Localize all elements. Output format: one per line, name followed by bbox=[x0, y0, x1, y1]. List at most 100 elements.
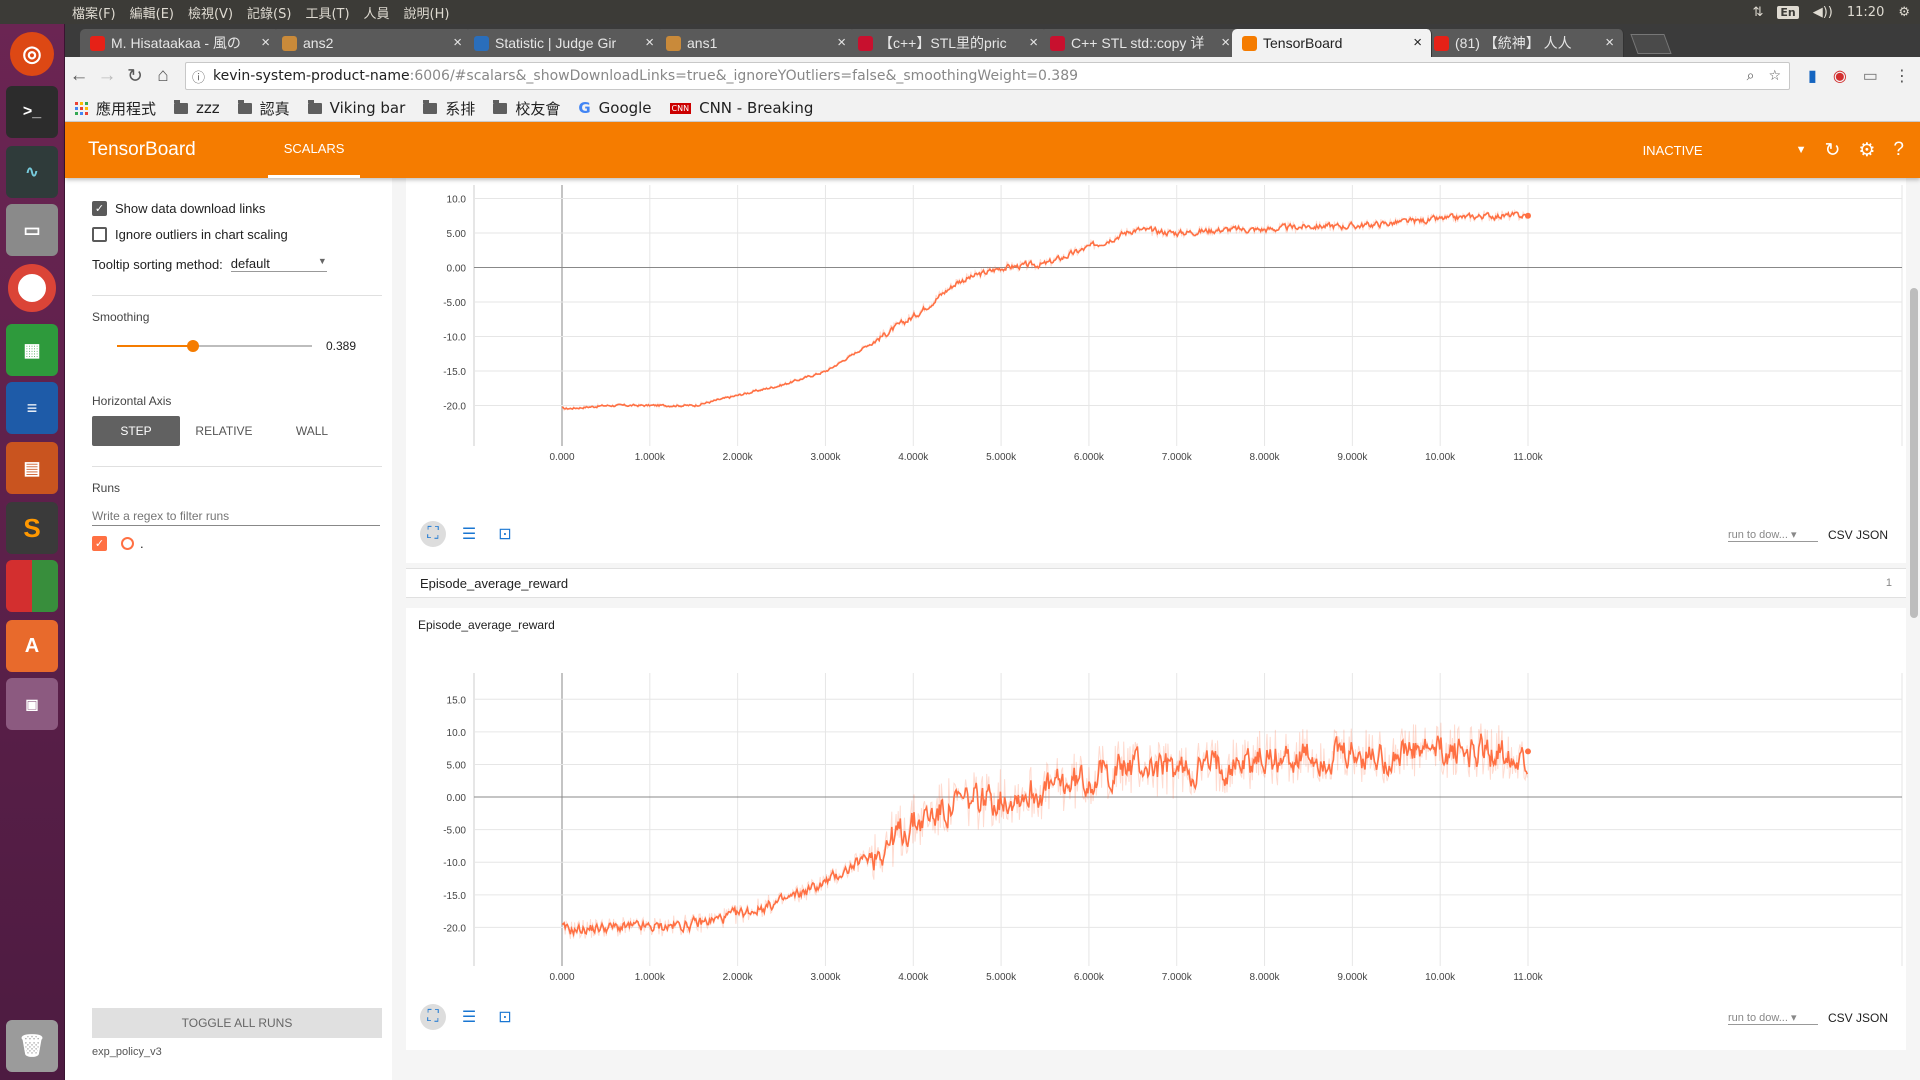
settings-gear-icon[interactable]: ⚙ bbox=[1898, 4, 1910, 20]
bookmark-folder-zzz[interactable]: zzz bbox=[174, 99, 220, 117]
chevron-down-icon[interactable]: ▼ bbox=[1795, 144, 1807, 156]
bookmark-folder-viking-bar[interactable]: Viking bar bbox=[307, 99, 405, 117]
menu-file[interactable]: 檔案(F) bbox=[72, 6, 116, 22]
fit-domain-icon[interactable]: ⛶ bbox=[420, 521, 446, 547]
bookmark-folder-department[interactable]: 系排 bbox=[423, 98, 475, 119]
volume-icon[interactable]: ◀)) bbox=[1812, 4, 1833, 20]
close-tab-icon[interactable]: × bbox=[837, 34, 846, 51]
x-tick-label: 3.000k bbox=[810, 972, 841, 983]
chrome-icon[interactable] bbox=[8, 264, 56, 312]
bookmark-star-icon[interactable]: ☆ bbox=[1768, 68, 1781, 84]
clock[interactable]: 11:20 bbox=[1846, 4, 1885, 20]
expand-icon[interactable]: ⊡ bbox=[498, 526, 512, 543]
game-icon[interactable] bbox=[6, 560, 58, 612]
csv-link[interactable]: CSV bbox=[1827, 1011, 1853, 1025]
browser-tab[interactable]: 【c++】STL里的pric × bbox=[848, 29, 1048, 57]
browser-menu-icon[interactable]: ⋮ bbox=[1893, 68, 1910, 85]
run-download-select[interactable]: run to dow... ▾ bbox=[1727, 528, 1818, 542]
info-icon[interactable]: ⓘ bbox=[192, 70, 206, 86]
new-tab-button[interactable] bbox=[1630, 34, 1672, 54]
calc-icon[interactable]: ▦ bbox=[6, 324, 58, 376]
language-indicator[interactable]: En bbox=[1777, 5, 1799, 19]
close-tab-icon[interactable]: × bbox=[645, 34, 654, 51]
software-center-icon[interactable]: A bbox=[6, 620, 58, 672]
bookmark-google[interactable]: G Google bbox=[578, 99, 651, 117]
address-bar[interactable]: ⓘ kevin-system-product-name:6006/#scalar… bbox=[185, 62, 1790, 90]
network-icon[interactable]: ⇅ bbox=[1752, 4, 1764, 20]
bookmark-folder-alumni[interactable]: 校友會 bbox=[493, 98, 560, 119]
json-link[interactable]: JSON bbox=[1855, 528, 1888, 542]
browser-tab[interactable]: (81) 【統神】 人人 × bbox=[1424, 29, 1624, 57]
close-tab-icon[interactable]: × bbox=[1029, 34, 1038, 51]
ubuntu-dash-icon[interactable]: ◎ bbox=[10, 32, 54, 76]
slider-knob[interactable] bbox=[186, 340, 199, 352]
json-link[interactable]: JSON bbox=[1855, 1011, 1888, 1025]
writer-icon[interactable]: ≡ bbox=[6, 382, 58, 434]
axis-wall-button[interactable]: WALL bbox=[295, 424, 329, 438]
show-download-links-checkbox[interactable]: ✓ Show data download links bbox=[92, 196, 382, 220]
run-checkbox[interactable]: ✓ bbox=[92, 536, 107, 551]
browser-tab[interactable]: C++ STL std::copy 详 × bbox=[1040, 29, 1240, 57]
tab-scalars[interactable]: SCALARS bbox=[267, 122, 361, 178]
browser-tab[interactable]: TensorBoard × bbox=[1232, 29, 1432, 57]
extension-cast-icon[interactable]: ▭ bbox=[1862, 68, 1878, 85]
settings-gear-icon[interactable]: ⚙ bbox=[1858, 139, 1876, 161]
menu-people[interactable]: 人員 bbox=[363, 6, 390, 22]
run-radio-icon[interactable] bbox=[121, 537, 134, 550]
csv-link[interactable]: CSV bbox=[1827, 528, 1853, 542]
chart-plot[interactable]: 0.000 1.000k 2.000k 3.000k 4.000k 5.000k 6.000… bbox=[406, 178, 1906, 518]
help-icon[interactable]: ? bbox=[1893, 139, 1904, 160]
trash-icon[interactable]: 🗑 bbox=[6, 1020, 58, 1072]
impress-icon[interactable]: ▤ bbox=[6, 442, 58, 494]
menu-view[interactable]: 檢視(V) bbox=[187, 6, 234, 22]
sublime-text-icon[interactable]: S bbox=[6, 502, 58, 554]
ignore-outliers-checkbox[interactable]: Ignore outliers in chart scaling bbox=[92, 222, 382, 246]
menu-edit[interactable]: 編輯(E) bbox=[129, 6, 174, 22]
extension-bookmark-icon[interactable]: ▮ bbox=[1808, 68, 1817, 85]
log-scale-icon[interactable]: ☰ bbox=[461, 526, 477, 543]
close-tab-icon[interactable]: × bbox=[261, 34, 270, 51]
inactive-dropdown[interactable]: INACTIVE bbox=[1643, 143, 1778, 158]
close-tab-icon[interactable]: × bbox=[453, 34, 462, 51]
browser-tab[interactable]: Statistic | Judge Gir × bbox=[464, 29, 664, 57]
bookmark-apps[interactable]: 應用程式 bbox=[75, 98, 156, 119]
browser-tab[interactable]: ans1 × bbox=[656, 29, 856, 57]
toggle-all-runs-button[interactable]: TOGGLE ALL RUNS bbox=[92, 1008, 382, 1038]
favicon-icon bbox=[282, 35, 297, 51]
back-arrow-icon[interactable]: ← bbox=[69, 65, 89, 86]
close-tab-icon[interactable]: × bbox=[1413, 34, 1422, 51]
browser-tab[interactable]: ans2 × bbox=[272, 29, 472, 57]
files-icon[interactable]: ▭ bbox=[6, 204, 58, 256]
smoothing-slider[interactable] bbox=[117, 339, 312, 353]
chart-plot[interactable]: 0.000 1.000k 2.000k 3.000k 4.000k 5.000k 6.000… bbox=[406, 628, 1906, 1018]
forward-arrow-icon[interactable]: → bbox=[97, 65, 117, 86]
workspace-switcher-icon[interactable]: ▣ bbox=[6, 678, 58, 730]
terminal-icon[interactable]: >_ bbox=[6, 86, 58, 138]
tooltip-sorting-select[interactable]: default ▼ bbox=[230, 256, 327, 272]
browser-tab[interactable]: M. Hisataakaa - 風の × bbox=[80, 29, 280, 57]
axis-relative-button[interactable]: RELATIVE bbox=[195, 424, 253, 438]
fit-domain-icon[interactable]: ⛶ bbox=[420, 1004, 446, 1030]
scrollbar[interactable] bbox=[1910, 288, 1918, 618]
group-header[interactable]: Episode_average_reward 1 bbox=[406, 568, 1906, 598]
menu-help[interactable]: 說明(H) bbox=[403, 6, 450, 22]
run-download-select[interactable]: run to dow... ▾ bbox=[1727, 1011, 1818, 1025]
run-row[interactable]: ✓ . bbox=[92, 536, 382, 551]
close-tab-icon[interactable]: × bbox=[1605, 34, 1614, 51]
reload-icon[interactable]: ↻ bbox=[127, 65, 143, 87]
log-scale-icon[interactable]: ☰ bbox=[461, 1009, 477, 1026]
bookmark-cnn[interactable]: CNN CNN - Breaking bbox=[669, 99, 813, 117]
zoom-icon[interactable]: ⌕ bbox=[1746, 68, 1755, 84]
expand-icon[interactable]: ⊡ bbox=[498, 1009, 512, 1026]
close-tab-icon[interactable]: × bbox=[1221, 34, 1230, 51]
refresh-icon[interactable]: ↻ bbox=[1824, 139, 1841, 161]
home-icon[interactable]: ⌂ bbox=[157, 65, 169, 86]
extension-opera-icon[interactable]: ◉ bbox=[1832, 68, 1847, 85]
axis-step-button[interactable]: STEP bbox=[92, 416, 180, 446]
menu-history[interactable]: 記錄(S) bbox=[247, 6, 292, 22]
menu-tools[interactable]: 工具(T) bbox=[305, 6, 350, 22]
system-monitor-icon[interactable]: ∿ bbox=[6, 146, 58, 198]
runs-filter-input[interactable] bbox=[92, 507, 380, 526]
bookmark-label: Google bbox=[598, 99, 652, 117]
bookmark-folder-serious[interactable]: 認真 bbox=[237, 98, 290, 119]
